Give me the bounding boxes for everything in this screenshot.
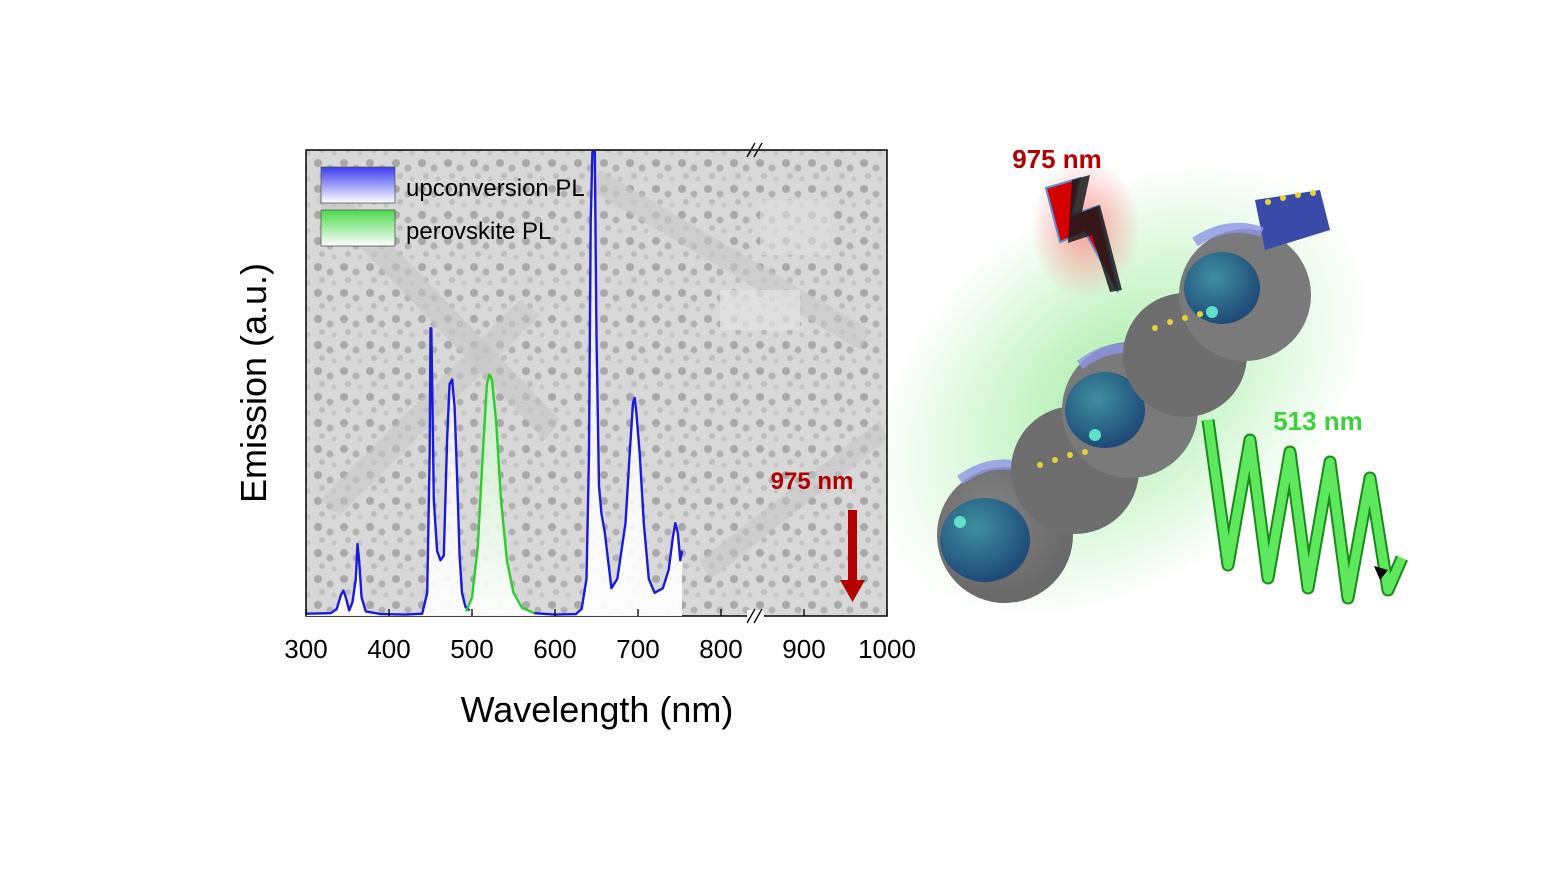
series-line-0 — [305, 327, 471, 616]
x-tick-label-600: 600 — [533, 634, 576, 664]
axis-break-top — [746, 142, 763, 158]
x-tick-label-1000: 1000 — [858, 634, 916, 664]
x-tick-label-800: 800 — [699, 634, 742, 664]
legend: upconversion PL perovskite PL — [320, 166, 585, 247]
series-line-2 — [534, 150, 684, 616]
x-tick-label-700: 700 — [616, 634, 659, 664]
nanoparticle-illustration: 975 nm — [870, 144, 1408, 619]
lightning-bolt-icon — [1044, 175, 1122, 293]
x-tick-label-500: 500 — [450, 634, 493, 664]
x-axis-title: Wavelength (nm) — [461, 689, 734, 730]
legend-label-upconversion: upconversion PL — [406, 175, 585, 202]
legend-swatch-perovskite — [320, 209, 396, 247]
down-arrow-icon — [840, 510, 865, 602]
nanoparticle-5 — [1179, 190, 1330, 361]
emission-wave-icon — [1201, 419, 1408, 605]
x-tick-label-400: 400 — [367, 634, 410, 664]
legend-label-perovskite: perovskite PL — [406, 218, 551, 245]
x-tick-label-300: 300 — [284, 634, 327, 664]
series-line-1 — [465, 373, 535, 615]
excitation-wavelength-label: 975 nm — [1012, 144, 1102, 174]
legend-swatch-upconversion — [320, 166, 396, 204]
excitation-annotation-label: 975 nm — [771, 468, 854, 495]
y-axis-title: Emission (a.u.) — [233, 263, 274, 503]
x-tick-label-900: 900 — [782, 634, 825, 664]
emission-wavelength-label: 513 nm — [1273, 406, 1363, 436]
axis-break-bottom — [746, 608, 764, 624]
nanoparticle-chain — [937, 190, 1330, 603]
emission-spectrum-chart: 300 400 500 600 700 800 900 1000 upconversion P… — [233, 142, 916, 730]
